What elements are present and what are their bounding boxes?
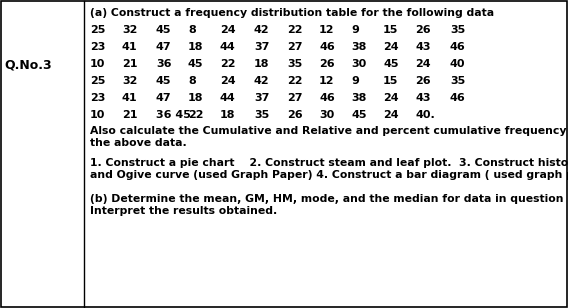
Text: 35: 35 xyxy=(450,76,465,86)
Text: 38: 38 xyxy=(351,42,366,52)
Text: 37: 37 xyxy=(254,93,269,103)
Text: 10: 10 xyxy=(90,110,106,120)
Text: 24: 24 xyxy=(220,76,236,86)
Text: 18: 18 xyxy=(254,59,269,69)
Text: 21: 21 xyxy=(122,59,137,69)
Text: 18: 18 xyxy=(188,93,203,103)
Text: 26: 26 xyxy=(287,110,303,120)
Text: 30: 30 xyxy=(351,59,366,69)
Text: 21: 21 xyxy=(122,110,137,120)
Text: 41: 41 xyxy=(122,42,137,52)
Text: 12: 12 xyxy=(319,76,335,86)
Text: 25: 25 xyxy=(90,76,106,86)
Text: 9: 9 xyxy=(351,76,359,86)
Text: 27: 27 xyxy=(287,42,303,52)
Text: 22: 22 xyxy=(287,76,303,86)
Text: 24: 24 xyxy=(415,59,431,69)
Text: 45: 45 xyxy=(351,110,366,120)
Text: 24: 24 xyxy=(220,25,236,35)
Text: 44: 44 xyxy=(220,42,236,52)
Text: 27: 27 xyxy=(287,93,303,103)
Text: 22: 22 xyxy=(188,110,203,120)
Text: 22: 22 xyxy=(287,25,303,35)
Text: Q.No.3: Q.No.3 xyxy=(4,59,52,71)
Text: 42: 42 xyxy=(254,76,270,86)
Text: 9: 9 xyxy=(351,25,359,35)
Text: 45: 45 xyxy=(188,59,203,69)
Text: 40.: 40. xyxy=(415,110,435,120)
Text: Also calculate the Cumulative and Relative and percent cumulative frequency from: Also calculate the Cumulative and Relati… xyxy=(90,126,568,136)
Text: 35: 35 xyxy=(287,59,302,69)
Text: 24: 24 xyxy=(383,93,399,103)
Text: 47: 47 xyxy=(156,93,172,103)
Text: 26: 26 xyxy=(319,59,335,69)
Text: 47: 47 xyxy=(156,42,172,52)
Text: 43: 43 xyxy=(415,42,431,52)
Text: 35: 35 xyxy=(450,25,465,35)
Text: 41: 41 xyxy=(122,93,137,103)
Text: 42: 42 xyxy=(254,25,270,35)
Text: 40: 40 xyxy=(450,59,466,69)
Text: 18: 18 xyxy=(220,110,236,120)
Text: 8: 8 xyxy=(188,25,196,35)
Text: 26: 26 xyxy=(415,76,431,86)
Text: 12: 12 xyxy=(319,25,335,35)
Text: 10: 10 xyxy=(90,59,106,69)
Text: 46: 46 xyxy=(319,42,335,52)
Text: 45: 45 xyxy=(156,25,172,35)
Text: 15: 15 xyxy=(383,25,398,35)
Text: 24: 24 xyxy=(383,110,399,120)
Text: 45: 45 xyxy=(383,59,399,69)
Text: 30: 30 xyxy=(319,110,334,120)
Text: 35: 35 xyxy=(254,110,269,120)
Text: the above data.: the above data. xyxy=(90,138,187,148)
Text: 36 45: 36 45 xyxy=(156,110,191,120)
Text: 23: 23 xyxy=(90,93,106,103)
Text: 22: 22 xyxy=(220,59,236,69)
Text: 32: 32 xyxy=(122,76,137,86)
Text: Interpret the results obtained.: Interpret the results obtained. xyxy=(90,206,277,216)
Text: 44: 44 xyxy=(220,93,236,103)
Text: 46: 46 xyxy=(450,42,466,52)
Text: 8: 8 xyxy=(188,76,196,86)
Text: 45: 45 xyxy=(156,76,172,86)
Text: 32: 32 xyxy=(122,25,137,35)
Text: 18: 18 xyxy=(188,42,203,52)
Text: 38: 38 xyxy=(351,93,366,103)
Text: (a) Construct a frequency distribution table for the following data: (a) Construct a frequency distribution t… xyxy=(90,8,494,18)
Text: 23: 23 xyxy=(90,42,106,52)
Text: 46: 46 xyxy=(319,93,335,103)
Text: (b) Determine the mean, GM, HM, mode, and the median for data in question No. 1.: (b) Determine the mean, GM, HM, mode, an… xyxy=(90,194,568,204)
Text: 24: 24 xyxy=(383,42,399,52)
Text: 36: 36 xyxy=(156,59,172,69)
Text: 26: 26 xyxy=(415,25,431,35)
Text: 37: 37 xyxy=(254,42,269,52)
Text: 43: 43 xyxy=(415,93,431,103)
Text: 46: 46 xyxy=(450,93,466,103)
Text: 15: 15 xyxy=(383,76,398,86)
Text: 25: 25 xyxy=(90,25,106,35)
Text: 1. Construct a pie chart    2. Construct steam and leaf plot.  3. Construct hist: 1. Construct a pie chart 2. Construct st… xyxy=(90,158,568,168)
Text: and Ogive curve (used Graph Paper) 4. Construct a bar diagram ( used graph paper: and Ogive curve (used Graph Paper) 4. Co… xyxy=(90,170,568,180)
